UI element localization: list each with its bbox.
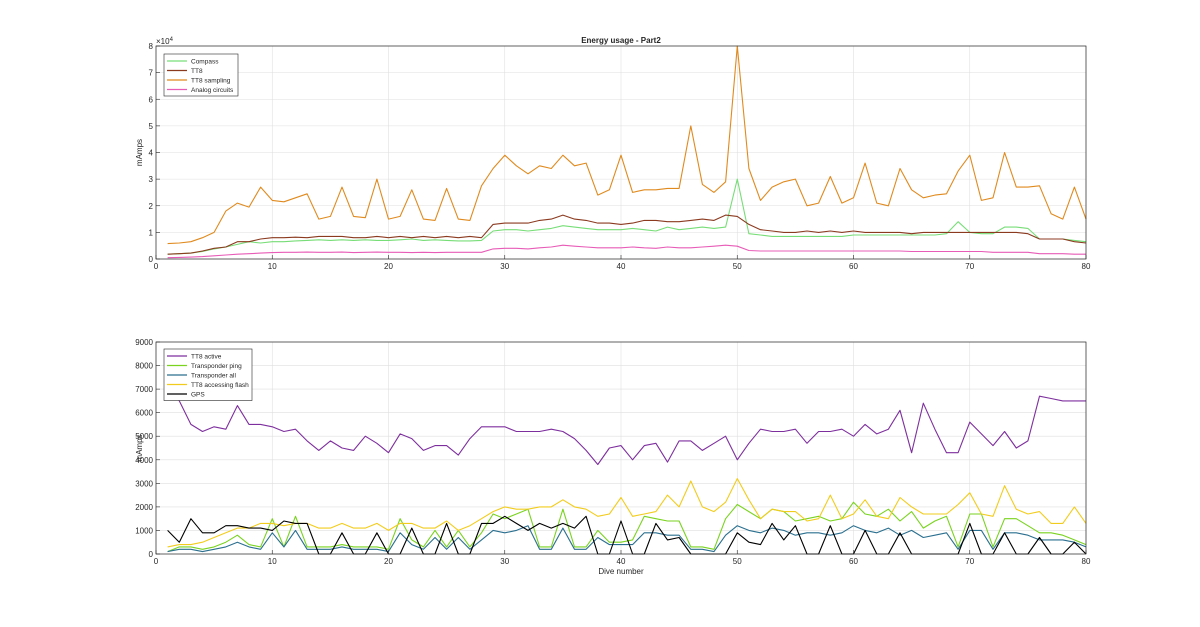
x-tick-label: 80 — [1082, 262, 1091, 271]
legend-label-analog-circuits: Analog circuits — [191, 87, 234, 94]
y-tick-label: 0 — [149, 550, 154, 559]
series-line-tt8-active — [167, 388, 1086, 466]
x-tick-label: 50 — [733, 557, 742, 566]
y-tick-label: 3000 — [135, 479, 153, 488]
x-tick-label: 30 — [500, 262, 509, 271]
y-tick-label: 5000 — [135, 432, 153, 441]
y-tick-label: 2000 — [135, 503, 153, 512]
y-tick-label: 4000 — [135, 456, 153, 465]
x-tick-label: 80 — [1082, 557, 1091, 566]
y-tick-label: 5 — [149, 122, 154, 131]
x-tick-label: 40 — [617, 557, 626, 566]
x-tick-label: 30 — [500, 557, 509, 566]
series-line-analog-circuits — [167, 244, 1086, 259]
y-exponent-label: ×104 — [156, 37, 174, 46]
series-line-transponder-ping — [167, 501, 1087, 553]
chart-title: Energy usage - Part2 — [581, 36, 661, 45]
x-tick-label: 70 — [965, 262, 974, 271]
y-tick-label: 3 — [149, 175, 154, 184]
legend: Compass TT8 TT8 sampling Analog circuits — [163, 53, 239, 97]
x-tick-label: 0 — [154, 262, 159, 271]
x-tick-label: 60 — [849, 262, 858, 271]
x-tick-label: 10 — [268, 262, 277, 271]
y-tick-label: 8000 — [135, 362, 153, 371]
legend-label-transponder-all: Transponder all — [191, 372, 236, 379]
series-line-tt8-sampling — [167, 45, 1087, 245]
series-line-compass — [167, 178, 1087, 255]
y-tick-label: 8 — [149, 42, 154, 51]
legend-label-tt8-active: TT8 active — [191, 353, 222, 360]
series-line-tt8-accessing-flash — [167, 478, 1087, 548]
y-tick-label: 6 — [149, 95, 154, 104]
y-tick-label: 9000 — [135, 338, 153, 347]
legend-label-tt8: TT8 — [191, 68, 203, 75]
x-tick-label: 20 — [384, 557, 393, 566]
x-tick-label: 40 — [617, 262, 626, 271]
x-tick-label: 0 — [154, 557, 159, 566]
x-tick-label: 70 — [965, 557, 974, 566]
y-tick-label: 4 — [149, 149, 154, 158]
chart-panel-2: 0 10 20 30 40 50 60 70 80 0 1000 2000 3000 4000 5000 60… — [135, 338, 1091, 576]
x-tick-label: 50 — [733, 262, 742, 271]
y-tick-label: 7000 — [135, 385, 153, 394]
chart-panel-1: 0 10 20 30 40 50 60 70 80 0 1 2 3 4 5 6 7 8×104 Energy usa… — [135, 36, 1091, 271]
y-tick-label: 6000 — [135, 409, 153, 418]
y-tick-label: 1000 — [135, 526, 153, 535]
x-tick-label: 60 — [849, 557, 858, 566]
legend-label-transponder-ping: Transponder ping — [191, 363, 242, 370]
x-axis-label: Dive number — [598, 567, 644, 576]
y-axis-label: mAmps — [135, 434, 144, 461]
legend-label-compass: Compass — [191, 58, 219, 65]
series-line-tt8 — [167, 214, 1087, 255]
y-tick-label: 2 — [149, 202, 154, 211]
y-axis-label: mAmps — [135, 139, 144, 166]
legend-label-tt8-accessing-flash: TT8 accessing flash — [191, 382, 249, 389]
legend-label-tt8-sampling: TT8 sampling — [191, 77, 231, 84]
y-tick-label: 7 — [149, 69, 154, 78]
x-tick-label: 10 — [268, 557, 277, 566]
legend-label-gps: GPS — [191, 391, 205, 398]
y-tick-label: 1 — [149, 228, 154, 237]
series-line-transponder-all — [167, 525, 1087, 553]
y-tick-label: 0 — [149, 255, 154, 264]
x-tick-label: 20 — [384, 262, 393, 271]
legend: TT8 active Transponder ping Transponder al… — [163, 348, 253, 401]
